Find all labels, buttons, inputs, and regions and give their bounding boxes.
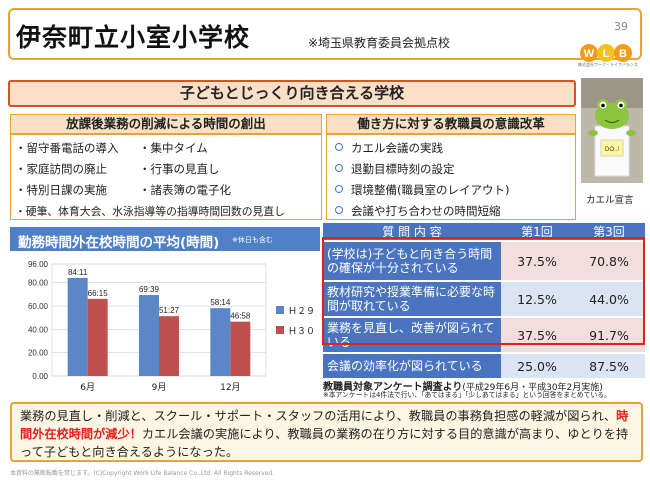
survey-note: ※本アンケートは4件法で行い、「あてはまる」「少しあてはまる」という回答をまとめ… (323, 391, 611, 399)
page-subtitle: ※埼玉県教育委員会拠点校 (308, 36, 451, 50)
round1-cell: 37.5% (501, 318, 573, 352)
round1-cell: 25.0% (501, 354, 573, 378)
y-tick-label: 40.00 (28, 325, 49, 334)
survey-table: 質 問 内 容 第1回 第3回 (学校は)子どもと向き合う時間の確保が十分されて… (323, 221, 645, 380)
left-item: ・留守番電話の導入 (15, 141, 119, 155)
summary-highlight: 時間外在校時間が減少！ (20, 409, 629, 441)
chart-title: 勤務時間外在校時間の平均(時間) (18, 235, 220, 251)
logo-letter-w: W (584, 48, 595, 60)
round3-cell: 87.5% (573, 354, 645, 378)
right-item: 会議や打ち合わせの時間短縮 (335, 203, 501, 219)
table-row: 教材研究や授業準備に必要な時間が取れている 12.5% 44.0% (323, 282, 645, 316)
question-cell: 教材研究や授業準備に必要な時間が取れている (323, 282, 501, 316)
question-cell: 業務を見直し、改善が図られている (323, 318, 501, 352)
bar-chart: 0.00 20.00 40.00 60.00 80.00 96.00 84:11 66:15… (28, 260, 315, 393)
y-axis-ticks: 0.00 20.00 40.00 60.00 80.00 96.00 (28, 260, 49, 381)
left-item: ・特別日課の実施 (15, 183, 107, 197)
bar (139, 295, 159, 376)
logo-letter-l: L (603, 48, 610, 60)
round1-cell: 37.5% (501, 242, 573, 280)
round3-cell: 91.7% (573, 318, 645, 352)
left-item: ・諸表簿の電子化 (139, 183, 231, 197)
table-row: 会議の効率化が図られている 25.0% 87.5% (323, 354, 645, 378)
round1-cell: 12.5% (501, 282, 573, 316)
legend-label: Ｈ３０ (288, 327, 315, 337)
question-cell: (学校は)子どもと向き合う時間の確保が十分されている (323, 242, 501, 280)
data-label: 46:58 (230, 312, 251, 321)
page-number: 39 (614, 20, 628, 33)
bar (230, 321, 251, 376)
legend-label: Ｈ２９ (288, 307, 315, 317)
headline-banner: 子どもとじっくり向き合える学校 (8, 80, 576, 107)
y-tick-label: 0.00 (32, 372, 48, 381)
header-round1: 第1回 (501, 223, 573, 240)
bar-labels: 84:11 66:15 69:39 51:27 58:14 46:58 (68, 268, 251, 321)
table-row: (学校は)子どもと向き合う時間の確保が十分されている 37.5% 70.8% (323, 242, 645, 280)
x-category-label: 9月 (152, 382, 167, 393)
legend-swatch (276, 326, 284, 334)
bar (210, 308, 231, 376)
data-label: 84:11 (68, 268, 88, 277)
data-label: 58:14 (210, 298, 231, 307)
left-item: ・家庭訪問の廃止 (15, 162, 107, 176)
y-tick-label: 80.00 (28, 279, 49, 288)
title-frame (8, 8, 642, 60)
bar (87, 298, 108, 376)
left-item: ・行事の見直し (139, 162, 220, 176)
y-tick-label: 20.00 (28, 349, 49, 358)
y-tick-label: 60.00 (28, 302, 49, 311)
page-title: 伊奈町立小室小学校 (16, 23, 251, 52)
survey-dates: (平成29年6月・平成30年2月実施) (462, 383, 603, 393)
ring-bullet-icon (335, 164, 343, 172)
board-label: DO..! (605, 147, 619, 153)
copyright-footer: 本資料の無断転載を禁じます。(C)Copyright Work Life Bal… (10, 470, 275, 477)
legend: Ｈ２９ Ｈ３０ (276, 306, 315, 337)
chart-title-bar: 勤務時間外在校時間の平均(時間) ※休日も含む (10, 227, 320, 251)
legend-swatch (276, 306, 284, 314)
data-label: 66:15 (88, 289, 109, 298)
survey-title: 教職員対象アンケート調査より (323, 382, 463, 393)
bar (159, 316, 179, 376)
right-panel: カエル会議の実践 退勤目標時刻の設定 環境整備(職員室のレイアウト) 会議や打ち… (326, 134, 576, 220)
left-item: ・集中タイム (139, 141, 208, 155)
survey-source: 教職員対象アンケート調査より(平成29年6月・平成30年2月実施) (323, 378, 603, 393)
x-category-label: 12月 (220, 382, 240, 393)
left-panel: ・留守番電話の導入 ・集中タイム ・家庭訪問の廃止 ・行事の見直し ・特別日課の… (10, 134, 322, 220)
ring-bullet-icon (335, 185, 343, 193)
photo-caption: カエル宣言 (586, 195, 634, 206)
summary-text: 業務の見直し・削減と、スクール・サポート・スタッフの活用により、教職員の事務負担… (20, 409, 617, 423)
right-item: 退勤目標時刻の設定 (335, 161, 455, 177)
frog-figure-icon: DO..! (581, 78, 643, 183)
left-item: ・硬筆、体育大会、水泳指導等の指導時間回数の見直し (15, 205, 285, 218)
right-item: 環境整備(職員室のレイアウト) (335, 182, 509, 198)
right-item: カエル会議の実践 (335, 140, 443, 156)
summary-box: 業務の見直し・削減と、スクール・サポート・スタッフの活用により、教職員の事務負担… (10, 402, 643, 462)
bars (67, 277, 251, 376)
frog-photo: DO..! (581, 78, 643, 183)
y-tick-label: 96.00 (28, 260, 49, 269)
company-logo: W L B (580, 44, 632, 62)
ring-bullet-icon (335, 143, 343, 151)
table-row: 業務を見直し、改善が図られている 37.5% 91.7% (323, 318, 645, 352)
left-panel-title: 放課後業務の削減による時間の創出 (10, 114, 322, 134)
right-panel-title: 働き方に対する教職員の意識改革 (326, 114, 576, 134)
ring-bullet-icon (335, 206, 343, 214)
summary-text: カエル会議の実施により、教職員の業務の在り方に対する目的意識が高まり、ゆとりを持… (20, 427, 629, 459)
x-axis-categories: 6月 9月 12月 (80, 382, 240, 393)
logo-caption: 株式会社ワーク・ライフバランス (578, 62, 638, 67)
question-cell: 会議の効率化が図られている (323, 354, 501, 378)
data-label: 51:27 (159, 306, 180, 315)
logo-letter-b: B (619, 48, 627, 60)
header-question: 質 問 内 容 (323, 223, 501, 240)
table-header-row: 質 問 内 容 第1回 第3回 (323, 223, 645, 240)
round3-cell: 70.8% (573, 242, 645, 280)
round3-cell: 44.0% (573, 282, 645, 316)
data-label: 69:39 (139, 285, 160, 294)
x-category-label: 6月 (80, 382, 95, 393)
chart-note: ※休日も含む (232, 236, 273, 244)
header-round3: 第3回 (573, 223, 645, 240)
bar (67, 277, 88, 376)
